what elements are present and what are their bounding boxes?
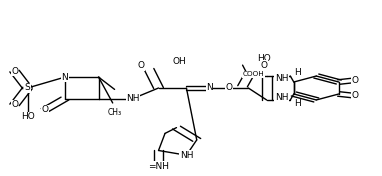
Text: O: O [11,100,18,109]
Text: NH: NH [275,93,288,102]
Text: H: H [294,68,301,77]
Text: OH: OH [173,57,186,66]
Text: =NH: =NH [148,162,169,171]
Text: O: O [42,105,49,115]
Text: NH: NH [180,151,193,160]
Text: HO: HO [257,54,270,63]
Text: O: O [260,61,267,70]
Text: NH: NH [126,94,140,103]
Text: COOH: COOH [243,71,264,77]
Text: O: O [11,67,18,76]
Text: NH: NH [275,74,288,83]
Text: N: N [62,73,68,82]
Text: HO: HO [21,112,34,121]
Text: CH₃: CH₃ [108,108,121,117]
Text: O: O [138,61,145,70]
Text: H: H [294,99,301,108]
Text: N: N [206,83,213,93]
Text: S: S [24,83,31,93]
Text: O: O [351,76,358,85]
Text: O: O [226,83,233,93]
Text: O: O [351,91,358,100]
